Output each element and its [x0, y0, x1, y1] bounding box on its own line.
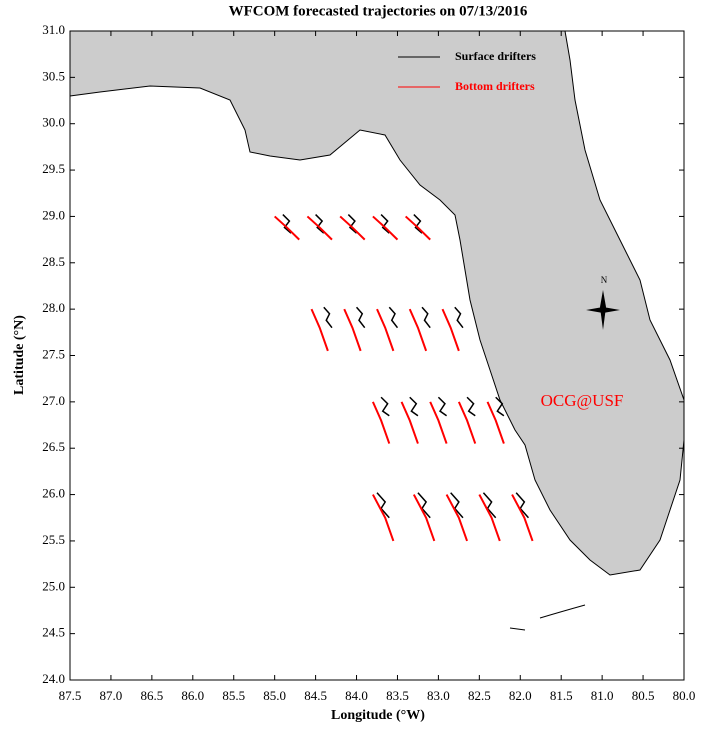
trajectory [388, 306, 399, 329]
trajectory [408, 308, 428, 352]
compass-rose [586, 290, 620, 330]
x-tick-label: 84.5 [304, 688, 327, 703]
x-tick-label: 82.0 [509, 688, 532, 703]
trajectory [372, 215, 399, 241]
trajectory [445, 494, 468, 542]
trajectory [306, 215, 333, 241]
y-tick-label: 29.5 [42, 161, 65, 176]
trajectory [412, 494, 436, 542]
trajectory [515, 492, 530, 519]
trajectory [273, 215, 300, 241]
x-tick-label: 87.0 [100, 688, 123, 703]
trajectory [511, 494, 534, 542]
trajectory [450, 492, 464, 519]
trajectory [343, 308, 362, 352]
annotation: OCG@USF [541, 391, 624, 410]
trajectory [371, 401, 391, 444]
trajectory [429, 401, 448, 444]
trajectory [380, 396, 390, 417]
trajectory [486, 401, 505, 444]
y-tick-label: 25.5 [42, 532, 65, 547]
y-axis-label: Latitude (°N) [12, 315, 27, 395]
y-tick-label: 27.5 [42, 346, 65, 361]
trajectory [400, 401, 419, 444]
x-axis-label: Longitude (°W) [331, 708, 425, 723]
y-tick-label: 30.5 [42, 68, 65, 83]
trajectory [323, 306, 333, 329]
trajectory [404, 215, 431, 241]
y-tick-label: 26.5 [42, 439, 65, 454]
legend-label: Surface drifters [455, 49, 536, 63]
trajectory [437, 396, 448, 417]
keys [509, 604, 586, 631]
x-tick-label: 82.5 [468, 688, 491, 703]
y-tick-label: 29.0 [42, 207, 65, 222]
trajectory [347, 214, 358, 234]
trajectory [310, 308, 329, 352]
y-tick-label: 27.0 [42, 393, 65, 408]
trajectory [380, 214, 390, 234]
x-tick-label: 87.5 [59, 688, 82, 703]
trajectory [376, 492, 390, 519]
trajectory [355, 306, 366, 329]
chart-title: WFCOM forecasted trajectories on 07/13/2… [229, 3, 528, 19]
x-tick-label: 86.5 [140, 688, 163, 703]
compass-label: N [601, 275, 608, 285]
x-tick-label: 84.0 [345, 688, 368, 703]
trajectory [441, 308, 460, 352]
land [69, 30, 685, 576]
y-tick-label: 26.0 [42, 486, 65, 501]
legend-label: Bottom drifters [455, 79, 535, 93]
trajectory [495, 396, 505, 417]
y-tick-label: 25.0 [42, 578, 65, 593]
x-tick-label: 83.5 [386, 688, 409, 703]
x-tick-label: 80.0 [673, 688, 696, 703]
trajectory [315, 214, 325, 234]
x-tick-label: 80.5 [632, 688, 655, 703]
x-tick-label: 85.0 [263, 688, 286, 703]
trajectory [376, 308, 395, 352]
x-tick-label: 83.0 [427, 688, 450, 703]
trajectory [482, 492, 497, 519]
trajectory [457, 401, 477, 444]
trajectory [466, 396, 476, 417]
trajectory [282, 214, 292, 234]
x-tick-label: 81.5 [550, 688, 573, 703]
trajectory [417, 492, 431, 519]
trajectory [454, 306, 464, 329]
trajectory [409, 396, 419, 417]
trajectory [372, 494, 395, 542]
x-tick-label: 85.5 [222, 688, 245, 703]
x-tick-label: 81.0 [591, 688, 614, 703]
y-tick-label: 28.0 [42, 300, 65, 315]
y-tick-label: 28.5 [42, 254, 65, 269]
y-tick-label: 30.0 [42, 115, 65, 130]
y-tick-label: 24.5 [42, 625, 65, 640]
trajectory [339, 215, 366, 241]
trajectory [413, 214, 423, 234]
y-tick-label: 24.0 [42, 671, 65, 686]
trajectory [421, 306, 431, 329]
x-tick-label: 86.0 [181, 688, 204, 703]
y-tick-label: 31.0 [42, 22, 65, 37]
trajectory [478, 494, 501, 542]
